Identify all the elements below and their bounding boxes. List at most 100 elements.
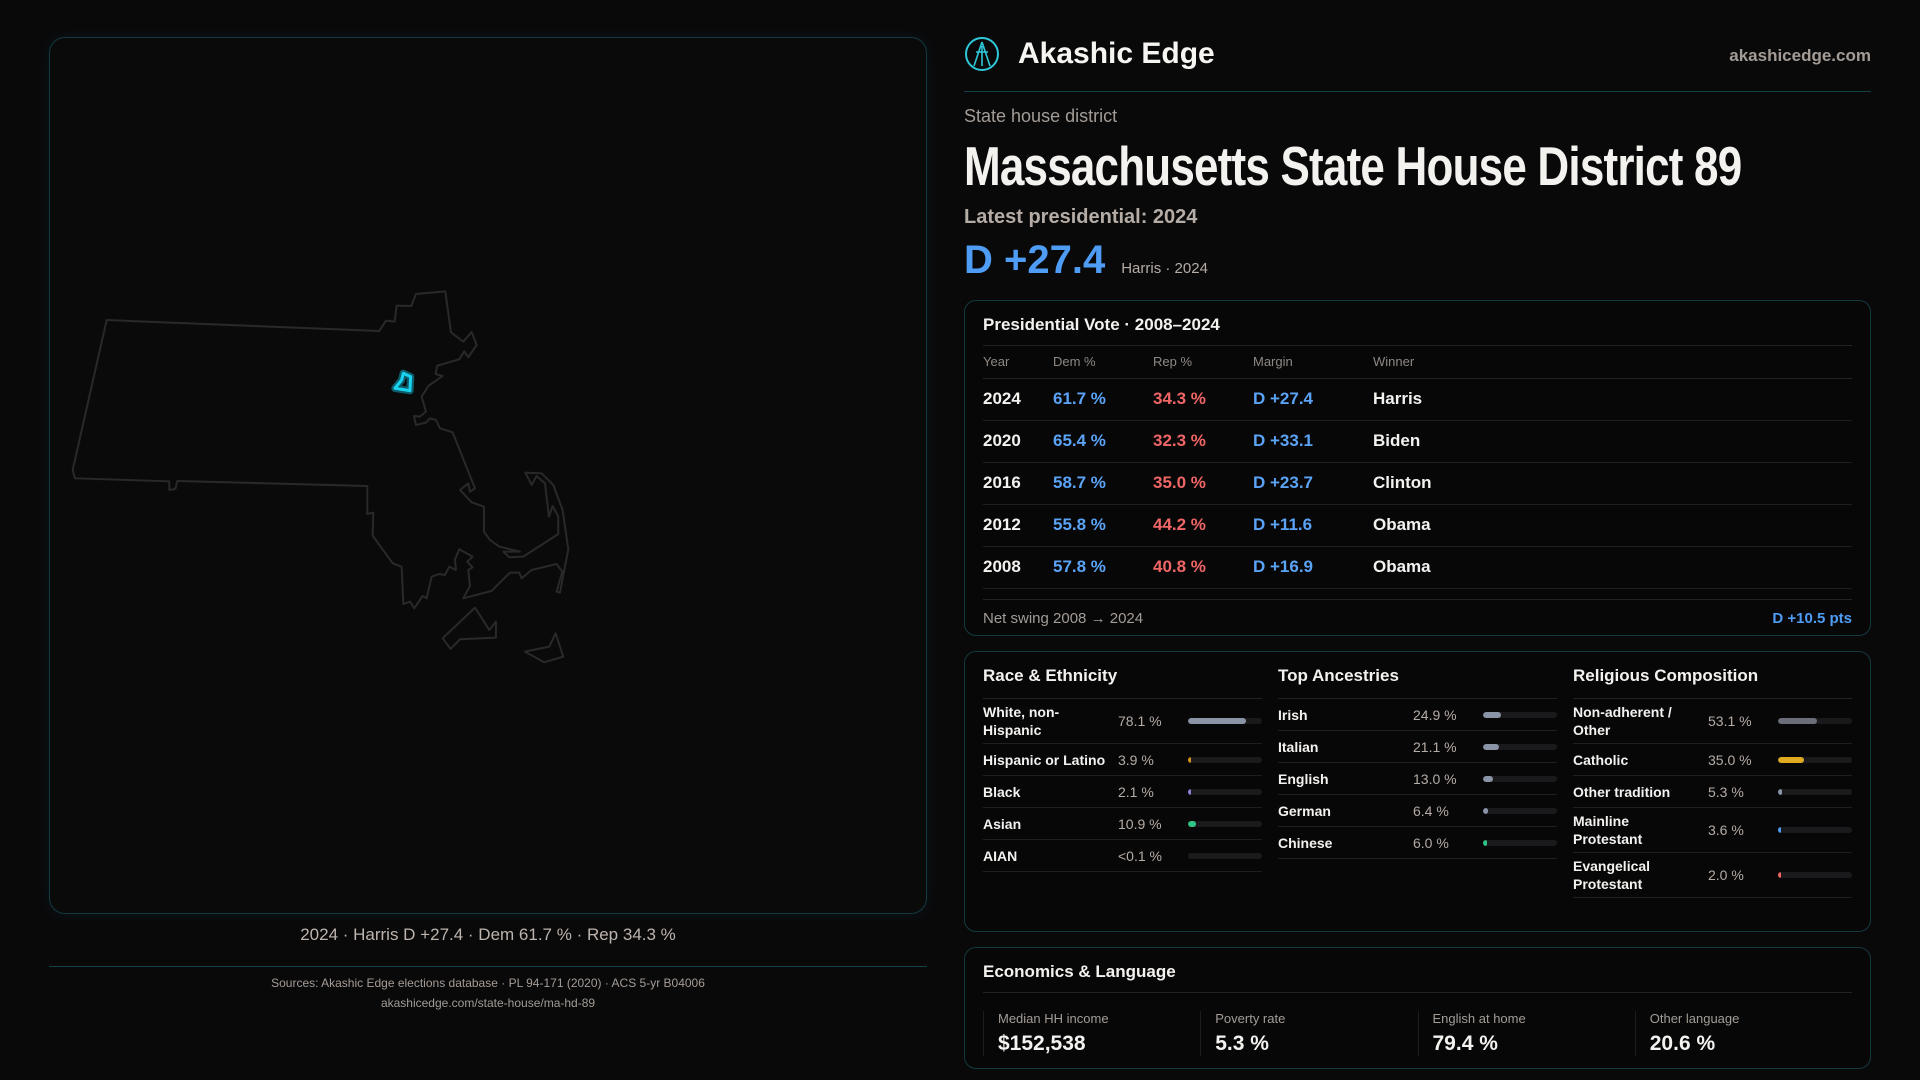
table-row[interactable]: 2008 57.8 % 40.8 % D +16.9 Obama [983,546,1852,589]
headline-margin: D +27.4 [964,238,1106,282]
marthas-vineyard-outline [441,606,497,650]
district-highlight-outline[interactable] [393,371,413,393]
list-item: Evangelical Protestant 2.0 % [1573,853,1852,898]
cell-rep: 32.3 % [1153,420,1253,463]
brand[interactable]: Akashic Edge [964,36,1215,72]
stat-label: Other language [1649,1011,1740,1026]
item-percent: 53.1 % [1708,713,1752,729]
cell-rep: 35.0 % [1153,462,1253,505]
list-item: Hispanic or Latino 3.9 % [983,744,1262,776]
table-row[interactable]: 2024 61.7 % 34.3 % D +27.4 Harris [983,378,1852,421]
demographic-section: Race & Ethnicity White, non-Hispanic 78.1 … [983,652,1262,931]
card-title: Presidential Vote · 2008–2024 [983,315,1852,346]
percent-bar [1188,788,1262,795]
percent-bar [1483,839,1557,846]
demographic-section: Top Ancestries Irish 24.9 % Italian 21.1 % En… [1278,652,1557,931]
demographic-section: Religious Composition Non-adherent / Othe… [1573,652,1852,931]
item-percent: 5.3 % [1708,783,1744,800]
map-caption: 2024 · Harris D +27.4 · Dem 61.7 % · Rep… [300,925,676,944]
percent-bar [1778,788,1852,795]
item-percent: 10.9 % [1118,815,1162,832]
map-panel[interactable] [49,37,927,914]
item-percent: 78.1 % [1118,713,1162,729]
list-item: English 13.0 % [1278,763,1557,795]
table-row[interactable]: 2016 58.7 % 35.0 % D +23.7 Clinton [983,462,1852,505]
column-header: Dem % [1053,346,1153,379]
cell-year: 2008 [983,546,1053,589]
item-percent: 6.0 % [1413,834,1449,851]
item-label: German [1278,802,1331,819]
stat-value: $152,538 [998,1032,1086,1055]
item-percent: 2.1 % [1118,783,1154,800]
akashic-logo-icon [965,37,999,71]
cell-winner: Obama [1373,504,1852,547]
cell-dem: 65.4 % [1053,420,1153,463]
item-percent: 13.0 % [1413,770,1457,787]
cell-dem: 55.8 % [1053,504,1153,547]
table-row[interactable]: 2012 55.8 % 44.2 % D +11.6 Obama [983,504,1852,547]
table-row[interactable]: 2020 65.4 % 32.3 % D +33.1 Biden [983,420,1852,463]
demographics-card: Race & Ethnicity White, non-Hispanic 78.1 … [964,651,1871,932]
percent-bar-fill [1778,872,1781,878]
percent-bar [1778,872,1852,878]
percent-bar [1188,718,1262,724]
footer-sources: Sources: Akashic Edge elections database… [49,966,927,1013]
cell-year: 2012 [983,504,1053,547]
percent-bar [1483,807,1557,814]
column-header: Margin [1253,346,1373,379]
percent-bar [1188,820,1262,827]
stat-tile: Poverty rate 5.3 % [1200,1011,1417,1056]
cell-rep: 40.8 % [1153,546,1253,589]
cell-winner: Biden [1373,420,1852,463]
card-title: Economics & Language [983,962,1852,993]
economics-stats: Median HH income $152,538 Poverty rate 5.3 … [983,1011,1852,1056]
list-item: Asian 10.9 % [983,808,1262,840]
percent-bar-fill [1778,756,1804,763]
cell-year: 2020 [983,420,1053,463]
list-item: Chinese 6.0 % [1278,827,1557,859]
site-link[interactable]: akashicedge.com [1729,46,1871,65]
latest-presidential: Latest presidential: 2024 [964,206,1198,228]
item-percent: 24.9 % [1413,706,1457,723]
cell-year: 2016 [983,462,1053,505]
percent-bar [1778,756,1852,763]
cell-winner: Obama [1373,546,1852,589]
stat-value: 20.6 % [1649,1032,1716,1055]
brand-name: Akashic Edge [1018,37,1215,70]
list-item: White, non-Hispanic 78.1 % [983,699,1262,744]
stat-label: Median HH income [998,1011,1109,1026]
item-percent: 3.9 % [1118,751,1154,768]
item-label: Irish [1278,706,1308,723]
percent-bar-fill [1483,807,1488,814]
item-label: Black [983,783,1021,800]
percent-bar [1483,743,1557,750]
net-swing-label: Net swing 2008 → 2024 [983,609,1144,627]
district-type: State house district [964,106,1118,126]
page-url[interactable]: akashicedge.com/state-house/ma-hd-89 [380,996,596,1010]
percent-bar-fill [1188,718,1246,724]
item-label: Non-adherent / Other [1573,704,1672,738]
item-label: English [1278,770,1329,787]
percent-bar-fill [1483,743,1499,750]
cell-dem: 61.7 % [1053,378,1153,421]
section-title: Race & Ethnicity [983,666,1262,699]
item-label: Hispanic or Latino [983,751,1106,768]
column-header: Year [983,346,1053,379]
item-label: Italian [1278,738,1319,755]
percent-bar-fill [1188,788,1191,795]
percent-bar-fill [1778,827,1781,833]
nantucket-outline [523,632,565,664]
cell-winner: Clinton [1373,462,1852,505]
headline-margin-row: D +27.4 Harris · 2024 [964,238,1208,283]
stat-value: 79.4 % [1432,1032,1498,1055]
item-percent: 21.1 % [1413,738,1457,755]
sources-text: Sources: Akashic Edge elections database… [271,976,705,990]
list-item: Black 2.1 % [983,776,1262,808]
cell-rep: 44.2 % [1153,504,1253,547]
presidential-table: Year Dem % Rep % Margin Winner 2024 61.7 % 34.… [983,346,1852,589]
list-item: Mainline Protestant 3.6 % [1573,808,1852,853]
net-swing: Net swing 2008 → 2024 D +10.5 pts [983,598,1852,627]
cell-margin: D +27.4 [1253,378,1373,421]
stat-label: Poverty rate [1215,1011,1286,1026]
